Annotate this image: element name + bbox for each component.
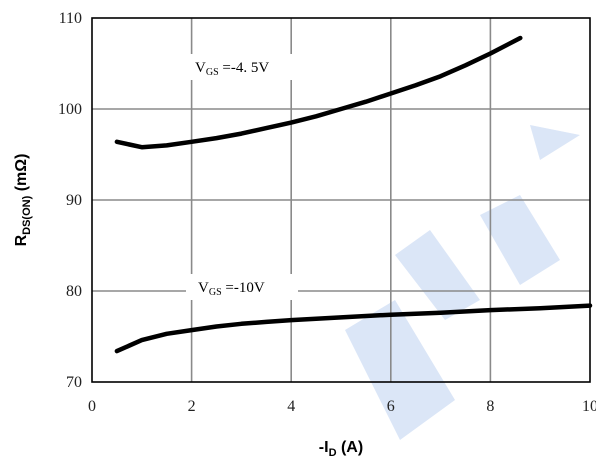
x-tick-label: 10	[582, 398, 596, 415]
series-group	[114, 35, 593, 354]
y-axis-ticks: 70 80 90 100 110	[58, 10, 82, 391]
x-tick-label: 0	[88, 398, 96, 415]
watermark-logo	[345, 125, 580, 440]
series-label: VGS =-4. 5V	[195, 60, 269, 78]
x-tick-label: 2	[188, 398, 196, 415]
x-axis-label: -ID (A)	[319, 439, 363, 459]
series-label: VGS =-10V	[198, 280, 265, 298]
x-tick-label: 8	[486, 398, 494, 415]
x-tick-label: 6	[387, 398, 395, 415]
x-tick-label: 4	[287, 398, 295, 415]
y-tick-label: 110	[59, 10, 82, 27]
series-line	[114, 303, 593, 354]
plot-frame	[91, 17, 591, 383]
y-tick-label: 90	[66, 192, 82, 209]
y-tick-label: 80	[66, 283, 82, 300]
y-tick-label: 100	[58, 101, 82, 118]
series-label-background	[183, 54, 295, 80]
y-axis-label: RDS(ON) (mΩ)	[13, 154, 33, 247]
series-labels: VGS =-4. 5V VGS =-10V	[183, 54, 298, 300]
x-axis-ticks: 0 2 4 6 8 10	[88, 398, 596, 415]
y-tick-label: 70	[66, 374, 82, 391]
series-line	[114, 35, 523, 150]
grid-lines	[92, 18, 590, 382]
series-label-background	[186, 274, 298, 300]
